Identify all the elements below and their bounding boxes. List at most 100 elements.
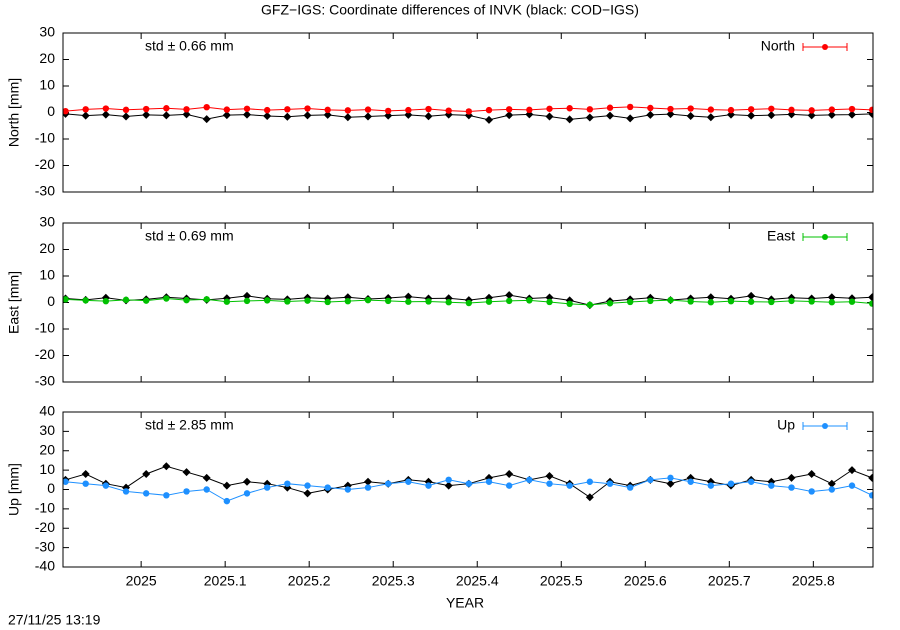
y-tick-label: 40 [39, 403, 55, 419]
point [263, 111, 272, 120]
point [787, 110, 796, 119]
plot-area [63, 462, 873, 505]
std-annotation: std ± 0.66 mm [145, 38, 234, 54]
point [707, 482, 715, 489]
point [526, 297, 533, 304]
point [646, 110, 655, 119]
y-tick-label: -10 [35, 320, 55, 336]
point [183, 106, 190, 113]
point [284, 480, 291, 487]
legend-label: North [761, 38, 795, 54]
point [687, 478, 694, 485]
point [384, 480, 392, 487]
point [263, 297, 271, 304]
point [81, 111, 90, 120]
point [384, 297, 392, 305]
point [585, 493, 594, 502]
point [405, 106, 412, 114]
point [425, 298, 432, 305]
point [707, 106, 715, 113]
point [847, 110, 856, 119]
point [566, 482, 573, 489]
point [243, 490, 251, 497]
legend-dot [822, 44, 828, 50]
point [586, 301, 594, 309]
point [525, 110, 534, 119]
y-tick-label: 30 [39, 214, 55, 230]
y-tick-label: 0 [47, 103, 55, 119]
point [465, 480, 473, 487]
point [505, 111, 514, 120]
point [726, 110, 735, 119]
point [747, 478, 755, 485]
point [747, 111, 756, 120]
y-tick-label: -20 [35, 519, 55, 535]
y-tick-label: 0 [47, 293, 55, 309]
plot-frame [62, 32, 874, 193]
y-tick-label: 10 [39, 267, 55, 283]
y-axis-label: Up [mm] [6, 463, 22, 516]
x-tick-label: 2025 [126, 573, 157, 589]
point [868, 492, 873, 499]
point [788, 484, 795, 491]
point [647, 476, 654, 484]
point [586, 106, 594, 113]
point [162, 111, 171, 120]
point [404, 292, 413, 301]
point [243, 297, 251, 305]
point [344, 107, 352, 114]
y-tick-label: -30 [35, 538, 55, 554]
point [566, 105, 573, 112]
point [727, 106, 735, 114]
point [828, 299, 836, 306]
point [223, 298, 231, 305]
plot-area [63, 291, 873, 310]
point [202, 115, 211, 124]
legend-dot [822, 234, 828, 240]
legend-label: East [767, 228, 795, 244]
point [526, 476, 533, 484]
point [304, 105, 311, 112]
y-tick-label: 10 [39, 77, 55, 93]
point [626, 298, 634, 306]
point [81, 470, 90, 478]
point [183, 296, 190, 304]
point [243, 477, 252, 486]
point [687, 105, 694, 112]
point [727, 480, 735, 487]
point [706, 293, 715, 302]
point [445, 299, 452, 306]
point [847, 466, 856, 475]
point [868, 106, 873, 114]
point [827, 479, 836, 488]
point [223, 497, 231, 505]
timestamp: 27/11/25 13:19 [8, 612, 101, 628]
point [284, 106, 291, 113]
point [505, 297, 513, 305]
point [667, 105, 674, 113]
point [546, 105, 553, 112]
point [202, 473, 211, 482]
point [485, 115, 494, 124]
point [324, 484, 331, 491]
legend-dot [822, 423, 828, 429]
x-tick-label: 2025.8 [792, 573, 835, 589]
y-tick-label: -20 [35, 156, 55, 172]
point [63, 478, 69, 485]
point [767, 111, 776, 120]
point [707, 299, 715, 306]
point [687, 298, 694, 305]
point [425, 482, 432, 489]
point [122, 112, 131, 121]
point [485, 298, 493, 305]
point [324, 298, 331, 306]
point [304, 297, 311, 304]
point [344, 297, 352, 305]
point [686, 111, 695, 120]
point [788, 297, 795, 305]
point [263, 106, 271, 114]
point [142, 297, 150, 304]
point [768, 298, 775, 306]
point [405, 478, 412, 485]
point [545, 293, 554, 302]
